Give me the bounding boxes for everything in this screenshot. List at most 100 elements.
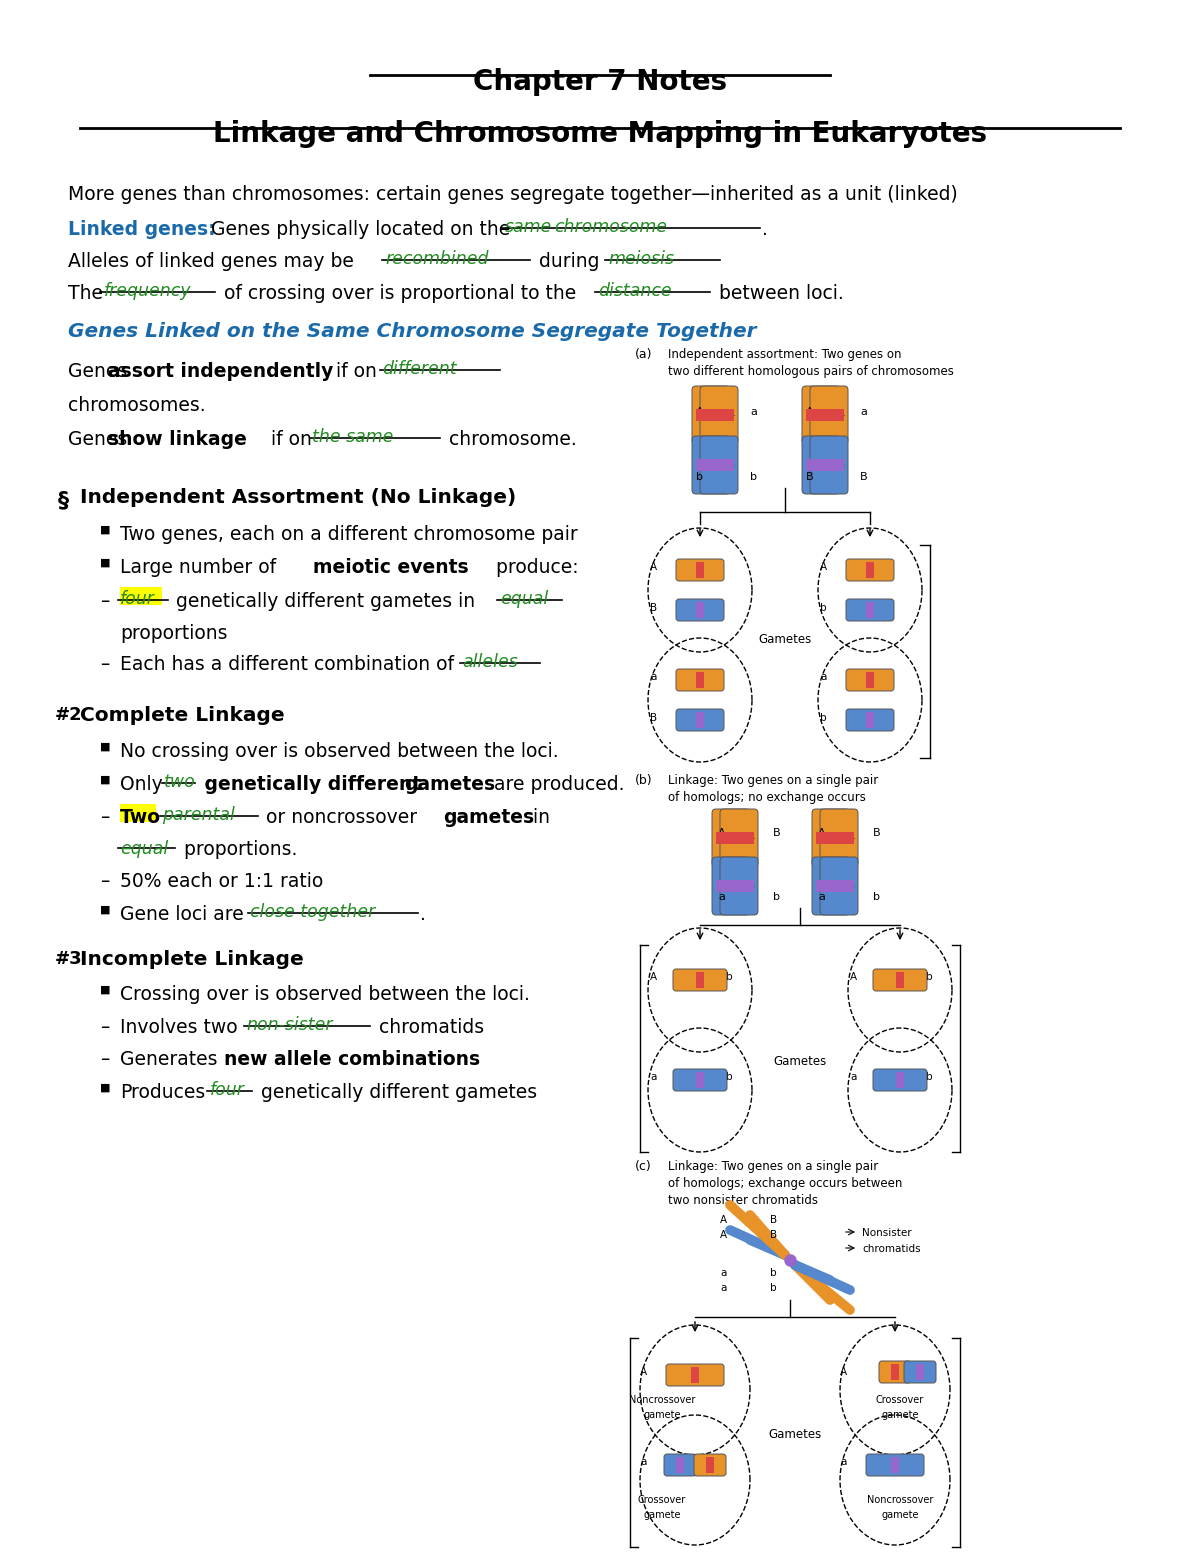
- Text: of homologs; no exchange occurs: of homologs; no exchange occurs: [668, 790, 866, 804]
- Text: Genes physically located on the: Genes physically located on the: [205, 221, 516, 239]
- Text: A: A: [720, 1230, 727, 1239]
- Text: Complete Linkage: Complete Linkage: [80, 707, 284, 725]
- Text: or noncrossover: or noncrossover: [260, 808, 424, 828]
- Text: during: during: [533, 252, 606, 272]
- Text: B: B: [806, 472, 814, 481]
- Text: b: b: [900, 1367, 907, 1378]
- FancyBboxPatch shape: [802, 436, 840, 494]
- FancyBboxPatch shape: [846, 559, 894, 581]
- Text: non-sister: non-sister: [246, 1016, 332, 1034]
- Text: new allele combinations: new allele combinations: [224, 1050, 480, 1068]
- FancyBboxPatch shape: [812, 809, 850, 867]
- Text: Genes Linked on the Same Chromosome Segregate Together: Genes Linked on the Same Chromosome Segr…: [68, 321, 756, 342]
- Text: are produced.: are produced.: [488, 775, 624, 794]
- Text: 50% each or 1:1 ratio: 50% each or 1:1 ratio: [120, 871, 323, 891]
- Text: genetically different: genetically different: [198, 775, 427, 794]
- FancyBboxPatch shape: [664, 1454, 696, 1475]
- Text: b: b: [726, 1072, 733, 1082]
- FancyBboxPatch shape: [866, 1454, 924, 1475]
- Bar: [816, 832, 846, 843]
- Text: b: b: [905, 1457, 912, 1468]
- FancyBboxPatch shape: [712, 857, 750, 915]
- FancyBboxPatch shape: [802, 387, 840, 444]
- FancyBboxPatch shape: [676, 599, 724, 621]
- Text: B: B: [650, 603, 658, 613]
- Text: Alleles of linked genes may be: Alleles of linked genes may be: [68, 252, 354, 272]
- Text: gamete: gamete: [881, 1510, 919, 1520]
- Text: the same: the same: [312, 429, 394, 446]
- Bar: [120, 804, 156, 822]
- Text: ■: ■: [100, 742, 110, 752]
- Text: ■: ■: [100, 985, 110, 995]
- FancyBboxPatch shape: [878, 1360, 911, 1384]
- Text: assort independently: assort independently: [108, 362, 334, 380]
- Text: Genes: Genes: [68, 430, 133, 449]
- Text: ■: ■: [100, 905, 110, 915]
- Text: proportions.: proportions.: [178, 840, 298, 859]
- Bar: [696, 711, 704, 728]
- Text: Gametes: Gametes: [768, 1429, 822, 1441]
- Text: b: b: [874, 891, 880, 902]
- Bar: [866, 562, 874, 578]
- Bar: [696, 562, 704, 578]
- Text: B: B: [770, 1230, 778, 1239]
- Text: show linkage: show linkage: [108, 430, 247, 449]
- Text: distance: distance: [598, 283, 672, 300]
- Text: Two: Two: [120, 808, 161, 828]
- Text: b: b: [750, 472, 757, 481]
- Bar: [896, 972, 904, 988]
- Text: Gametes: Gametes: [773, 1054, 827, 1068]
- FancyBboxPatch shape: [673, 1068, 727, 1092]
- Text: a: a: [650, 1072, 656, 1082]
- Text: same: same: [505, 217, 552, 236]
- Text: Linkage: Two genes on a single pair: Linkage: Two genes on a single pair: [668, 1160, 878, 1173]
- Text: Each has a different combination of: Each has a different combination of: [120, 655, 460, 674]
- Text: A: A: [718, 828, 726, 839]
- Text: .: .: [420, 905, 426, 924]
- Text: four: four: [120, 590, 155, 609]
- Text: A: A: [840, 1367, 847, 1378]
- Text: meiosis: meiosis: [608, 250, 674, 269]
- Text: a: a: [718, 891, 725, 902]
- Text: chromosomes.: chromosomes.: [68, 396, 205, 415]
- Text: gametes: gametes: [404, 775, 496, 794]
- Text: Noncrossover: Noncrossover: [866, 1496, 934, 1505]
- FancyBboxPatch shape: [692, 436, 730, 494]
- Bar: [696, 972, 704, 988]
- Text: a: a: [860, 407, 866, 418]
- Text: gametes: gametes: [443, 808, 534, 828]
- Bar: [724, 832, 754, 843]
- Text: A: A: [850, 972, 857, 981]
- Text: B: B: [710, 1367, 718, 1378]
- FancyBboxPatch shape: [810, 387, 848, 444]
- Text: different: different: [382, 360, 457, 377]
- Text: b: b: [773, 891, 780, 902]
- Text: equal: equal: [120, 840, 168, 857]
- Text: b: b: [820, 713, 827, 724]
- Text: b: b: [926, 1072, 932, 1082]
- Text: b: b: [696, 472, 703, 481]
- Bar: [724, 881, 754, 891]
- Text: A: A: [650, 562, 658, 572]
- Text: b: b: [770, 1267, 776, 1278]
- FancyBboxPatch shape: [692, 387, 730, 444]
- Text: four: four: [210, 1081, 245, 1100]
- Text: (b): (b): [635, 773, 653, 787]
- FancyBboxPatch shape: [846, 710, 894, 731]
- Text: More genes than chromosomes: certain genes segregate together—inherited as a uni: More genes than chromosomes: certain gen…: [68, 185, 958, 203]
- Text: gamete: gamete: [643, 1410, 680, 1419]
- Bar: [691, 1367, 698, 1384]
- Text: B: B: [773, 828, 781, 839]
- FancyBboxPatch shape: [676, 710, 724, 731]
- FancyBboxPatch shape: [676, 669, 724, 691]
- Text: Linkage and Chromosome Mapping in Eukaryotes: Linkage and Chromosome Mapping in Eukary…: [212, 120, 988, 148]
- Text: gamete: gamete: [643, 1510, 680, 1520]
- Text: The: The: [68, 284, 109, 303]
- Text: chromosome: chromosome: [554, 217, 667, 236]
- Text: Generates: Generates: [120, 1050, 223, 1068]
- Bar: [706, 1457, 714, 1472]
- Text: a: a: [750, 407, 757, 418]
- FancyBboxPatch shape: [700, 387, 738, 444]
- FancyBboxPatch shape: [874, 969, 928, 991]
- FancyBboxPatch shape: [820, 809, 858, 867]
